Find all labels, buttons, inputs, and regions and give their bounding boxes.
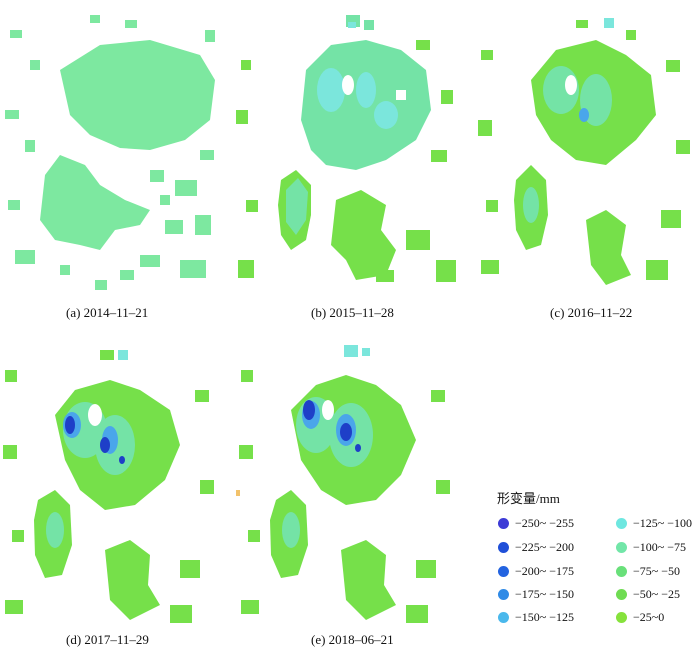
- legend-swatch-icon: [498, 566, 509, 577]
- legend-item: −100~ −75: [616, 540, 686, 555]
- legend-item: −75~ −50: [616, 564, 680, 579]
- legend-item: −175~ −150: [498, 587, 574, 602]
- legend-swatch-icon: [616, 566, 627, 577]
- legend-label: −125~ −100: [633, 516, 693, 530]
- legend-label: −75~ −50: [633, 564, 681, 578]
- map-panel-e: [236, 330, 462, 640]
- legend-swatch-icon: [498, 518, 509, 529]
- caption-e: (e) 2018–06–21: [311, 632, 394, 647]
- legend-swatch-icon: [616, 612, 627, 623]
- map-panel-c: [476, 0, 700, 300]
- deformation-map-e: [236, 345, 450, 623]
- legend-label: −225~ −200: [515, 540, 575, 554]
- legend-item: −225~ −200: [498, 540, 574, 555]
- legend-item: −50~ −25: [616, 587, 680, 602]
- legend-label: −25~0: [633, 610, 665, 624]
- legend-swatch-icon: [498, 589, 509, 600]
- legend-item: −150~ −125: [498, 610, 574, 625]
- legend-item: −250~ −255: [498, 516, 574, 531]
- legend-label: −150~ −125: [515, 610, 575, 624]
- caption-a: (a) 2014–11–21: [66, 305, 149, 320]
- legend-label: −250~ −255: [515, 516, 575, 530]
- caption-b: (b) 2015–11–28: [311, 305, 394, 320]
- deformation-map-a: [5, 15, 215, 290]
- map-panel-b: [236, 0, 462, 300]
- legend-label: −175~ −150: [515, 587, 575, 601]
- legend-item: −25~0: [616, 610, 664, 625]
- legend-swatch-icon: [498, 612, 509, 623]
- legend-swatch-icon: [498, 542, 509, 553]
- deformation-map-d: [3, 350, 214, 623]
- deformation-map-b: [236, 15, 456, 282]
- caption-c: (c) 2016–11–22: [550, 305, 633, 320]
- legend-label: −100~ −75: [633, 540, 687, 554]
- deformation-map-c: [478, 18, 690, 285]
- legend-label: −50~ −25: [633, 587, 681, 601]
- legend-item: −200~ −175: [498, 564, 574, 579]
- legend-title: 形变量/mm: [497, 491, 560, 506]
- legend-item: −125~ −100: [616, 516, 692, 531]
- legend-label: −200~ −175: [515, 564, 575, 578]
- legend-swatch-icon: [616, 589, 627, 600]
- map-panel-a: [0, 0, 220, 300]
- legend-swatch-icon: [616, 542, 627, 553]
- legend-swatch-icon: [616, 518, 627, 529]
- caption-d: (d) 2017–11–29: [66, 632, 149, 647]
- map-panel-d: [0, 330, 225, 640]
